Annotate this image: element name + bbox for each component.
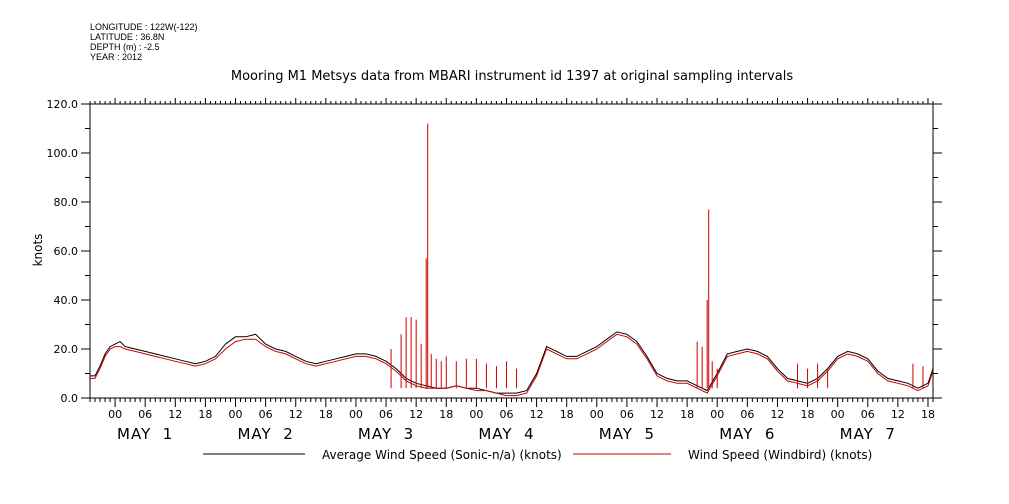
plot-frame — [89, 103, 934, 399]
x-hour-label: 06 — [499, 408, 513, 421]
x-day-label: MAY 2 — [237, 425, 293, 443]
x-hour-label: 12 — [650, 408, 664, 421]
x-hour-label: 00 — [229, 408, 243, 421]
x-day-label: MAY 7 — [840, 425, 896, 443]
x-hour-label: 00 — [831, 408, 845, 421]
latitude-text: LATITUDE : 36.8N — [90, 32, 164, 42]
x-hour-label: 06 — [740, 408, 754, 421]
x-hour-label: 12 — [770, 408, 784, 421]
y-tick-label: 100.0 — [47, 147, 79, 160]
x-hour-label: 12 — [289, 408, 303, 421]
year-text: YEAR : 2012 — [90, 52, 142, 62]
x-hour-label: 18 — [560, 408, 574, 421]
x-hour-label: 18 — [319, 408, 333, 421]
chart-title: Mooring M1 Metsys data from MBARI instru… — [231, 69, 793, 84]
x-hour-label: 18 — [198, 408, 212, 421]
y-tick-label: 120.0 — [47, 98, 79, 111]
x-hour-label: 06 — [138, 408, 152, 421]
x-day-label: MAY 6 — [719, 425, 775, 443]
x-hour-label: 00 — [108, 408, 122, 421]
x-hour-label: 06 — [620, 408, 634, 421]
legend-label-windbird: Wind Speed (Windbird) (knots) — [688, 448, 872, 462]
y-tick-label: 40.0 — [54, 294, 79, 307]
longitude-text: LONGITUDE : 122W(-122) — [90, 22, 198, 32]
series-line-windbird — [90, 333, 934, 397]
y-tick-label: 60.0 — [54, 245, 79, 258]
x-hour-label: 18 — [439, 408, 453, 421]
series-layer — [90, 123, 934, 397]
series-line-sonic — [90, 331, 934, 394]
x-hour-label: 12 — [891, 408, 905, 421]
x-hour-label: 06 — [259, 408, 273, 421]
x-day-label: MAY 4 — [478, 425, 534, 443]
legend: Average Wind Speed (Sonic-n/a) (knots) W… — [203, 448, 872, 462]
x-hour-label: 12 — [168, 408, 182, 421]
y-tick-label: 0.0 — [61, 392, 79, 405]
x-day-label: MAY 5 — [599, 425, 655, 443]
x-hour-label: 00 — [349, 408, 363, 421]
x-hour-label: 18 — [801, 408, 815, 421]
x-hour-label: 00 — [469, 408, 483, 421]
x-hour-label: 00 — [590, 408, 604, 421]
x-hour-label: 18 — [680, 408, 694, 421]
metadata-block: LONGITUDE : 122W(-122) LATITUDE : 36.8N … — [90, 22, 198, 62]
x-day-label: MAY 3 — [358, 425, 414, 443]
x-ticks: 00 06 12 18 00 06 12 18 00 06 12 18 00 06 12 18 00 06 12 18… — [89, 98, 935, 443]
y-tick-label: 80.0 — [54, 196, 79, 209]
y-axis-label: knots — [31, 234, 45, 267]
x-hour-label: 12 — [530, 408, 544, 421]
y-tick-label: 20.0 — [54, 343, 79, 356]
x-hour-label: 00 — [710, 408, 724, 421]
x-hour-label: 06 — [861, 408, 875, 421]
y-ticks: 0.0 20.0 40.0 60.0 80.0 100.0 120.0 — [47, 98, 942, 405]
legend-label-sonic: Average Wind Speed (Sonic-n/a) (knots) — [322, 448, 562, 462]
depth-text: DEPTH (m) : -2.5 — [90, 42, 160, 52]
x-day-label: MAY 1 — [117, 425, 173, 443]
x-hour-label: 12 — [409, 408, 423, 421]
x-hour-label: 06 — [379, 408, 393, 421]
x-hour-label: 18 — [921, 408, 935, 421]
